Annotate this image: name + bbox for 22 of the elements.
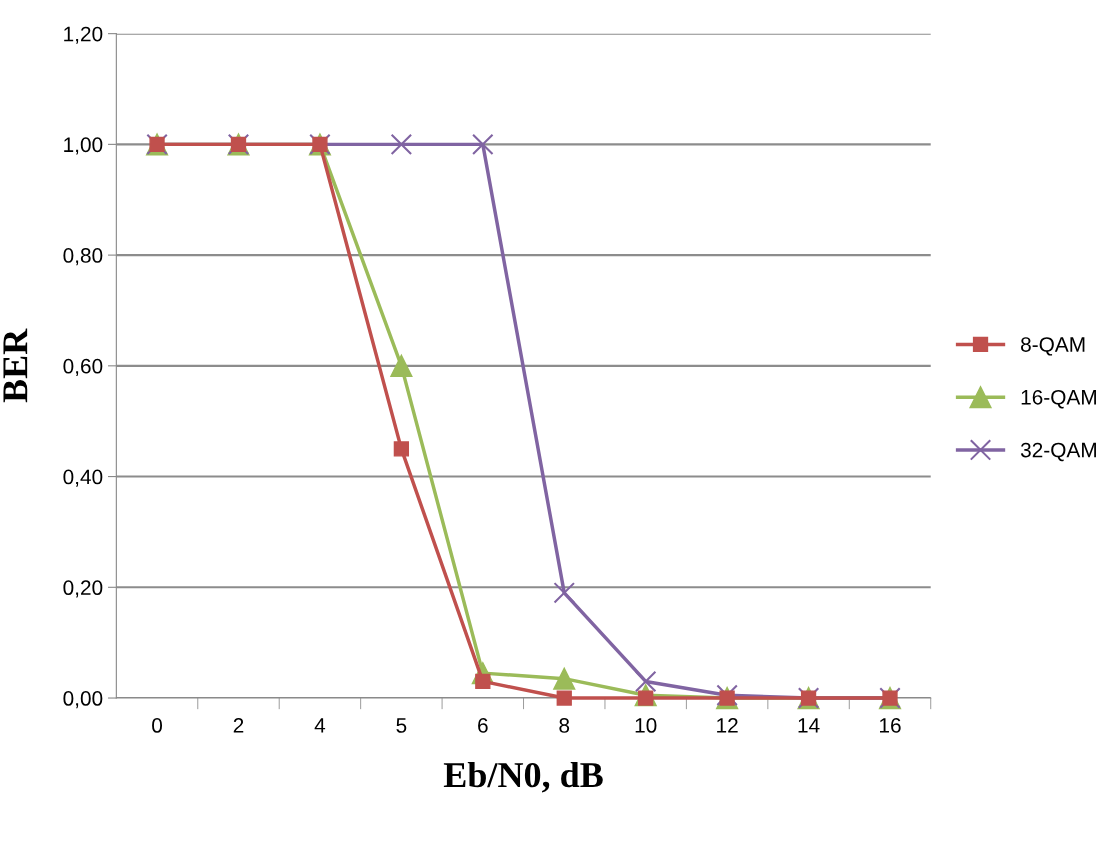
x-tick-label: 5 <box>396 718 407 733</box>
y-tick-label: 1,20 <box>64 26 103 44</box>
x-tick-label: 4 <box>314 718 326 733</box>
y-tick-label: 0,60 <box>63 358 103 377</box>
legend-label: 8-QAM <box>1021 337 1085 356</box>
y-tick-label: 1,00 <box>64 137 103 155</box>
x-tick-label: 8 <box>559 718 570 733</box>
y-tick-label: 0,00 <box>63 691 103 709</box>
x-tick-label: 14 <box>798 718 820 733</box>
x-tick-label: 12 <box>717 718 738 733</box>
y-tick-label: 0,40 <box>63 469 103 487</box>
y-tick-label: 0,20 <box>63 580 103 598</box>
legend-label: 16-QAM <box>1021 389 1096 409</box>
x-tick-label: 0 <box>152 718 163 733</box>
y-tick-label: 0,80 <box>63 248 103 266</box>
x-tick-label: 10 <box>635 718 657 733</box>
x-tick-label: 2 <box>233 718 244 733</box>
x-tick-label: 16 <box>880 718 901 733</box>
x-tick-label: 6 <box>478 718 488 733</box>
y-axis-title: BER <box>3 328 28 403</box>
x-axis-title: Eb/N0, dB <box>443 761 603 793</box>
legend-label: 32-QAM <box>1020 442 1096 462</box>
